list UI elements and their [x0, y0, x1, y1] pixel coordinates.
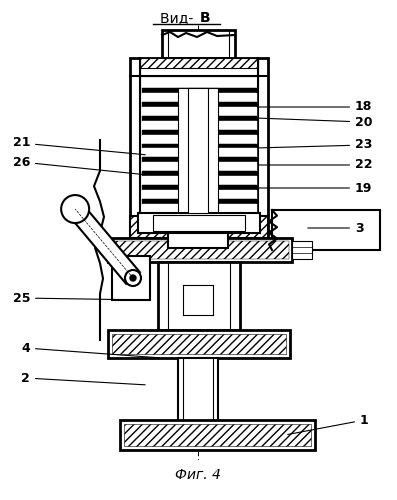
Bar — [140, 58, 258, 68]
Text: 26: 26 — [13, 156, 145, 174]
Bar — [292, 241, 312, 259]
Bar — [124, 424, 311, 446]
Text: 25: 25 — [12, 292, 145, 304]
Text: 23: 23 — [258, 138, 372, 151]
Text: 1: 1 — [288, 414, 369, 434]
Bar — [188, 88, 208, 213]
Text: 3: 3 — [308, 222, 364, 234]
Text: 4: 4 — [21, 342, 159, 358]
Bar — [162, 30, 235, 58]
Circle shape — [61, 195, 89, 223]
Text: 21: 21 — [12, 136, 145, 154]
Text: 18: 18 — [258, 100, 372, 114]
Bar — [112, 256, 150, 300]
Bar — [120, 420, 315, 450]
Circle shape — [125, 270, 141, 286]
Bar — [108, 238, 292, 262]
Text: 22: 22 — [258, 158, 372, 172]
Text: 2: 2 — [21, 372, 145, 385]
Bar — [138, 213, 260, 233]
Bar — [178, 88, 218, 213]
Bar — [272, 210, 380, 250]
Bar — [158, 262, 240, 330]
Text: В: В — [200, 11, 211, 25]
Bar — [130, 216, 268, 238]
Polygon shape — [68, 204, 140, 284]
Bar — [140, 58, 258, 76]
Bar — [153, 215, 245, 231]
Bar — [108, 330, 290, 358]
Circle shape — [130, 275, 136, 281]
Text: 20: 20 — [258, 116, 372, 128]
Bar — [112, 334, 286, 354]
Bar — [178, 358, 218, 440]
Text: Фиг. 4: Фиг. 4 — [175, 468, 221, 482]
Text: 19: 19 — [258, 182, 372, 194]
Bar — [130, 58, 268, 238]
Text: Вид-: Вид- — [160, 11, 198, 25]
Bar — [111, 241, 289, 259]
Bar — [168, 233, 228, 248]
